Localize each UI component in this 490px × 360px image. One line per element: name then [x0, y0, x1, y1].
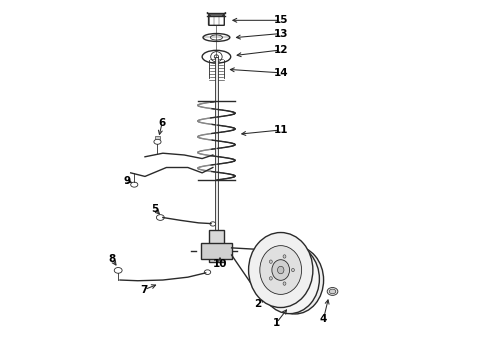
Text: 12: 12 [273, 45, 288, 55]
Ellipse shape [270, 277, 272, 280]
Ellipse shape [283, 255, 286, 258]
Ellipse shape [260, 246, 302, 294]
Text: 8: 8 [108, 254, 116, 264]
Ellipse shape [283, 282, 286, 285]
Text: 13: 13 [273, 28, 288, 39]
Text: 7: 7 [141, 285, 148, 295]
Ellipse shape [292, 268, 294, 272]
Ellipse shape [289, 273, 301, 288]
Text: 11: 11 [273, 125, 288, 135]
Ellipse shape [267, 246, 323, 314]
Ellipse shape [248, 233, 313, 307]
Text: 6: 6 [158, 118, 166, 128]
Ellipse shape [260, 244, 319, 314]
Text: 14: 14 [273, 68, 288, 78]
Bar [155, 136, 160, 139]
Ellipse shape [278, 260, 312, 300]
Text: 15: 15 [273, 15, 288, 25]
Bar [215, 57, 218, 230]
Ellipse shape [272, 260, 290, 280]
Ellipse shape [277, 266, 284, 274]
Ellipse shape [329, 289, 336, 294]
Text: 1: 1 [273, 318, 280, 328]
Bar [201, 243, 232, 260]
Ellipse shape [270, 260, 272, 263]
Text: 10: 10 [213, 259, 227, 269]
Text: 3: 3 [252, 282, 259, 292]
Text: 5: 5 [151, 204, 159, 214]
Text: 9: 9 [123, 176, 131, 186]
Text: 2: 2 [255, 299, 262, 309]
Ellipse shape [327, 288, 338, 296]
Text: 4: 4 [320, 314, 327, 324]
Bar [209, 230, 223, 262]
